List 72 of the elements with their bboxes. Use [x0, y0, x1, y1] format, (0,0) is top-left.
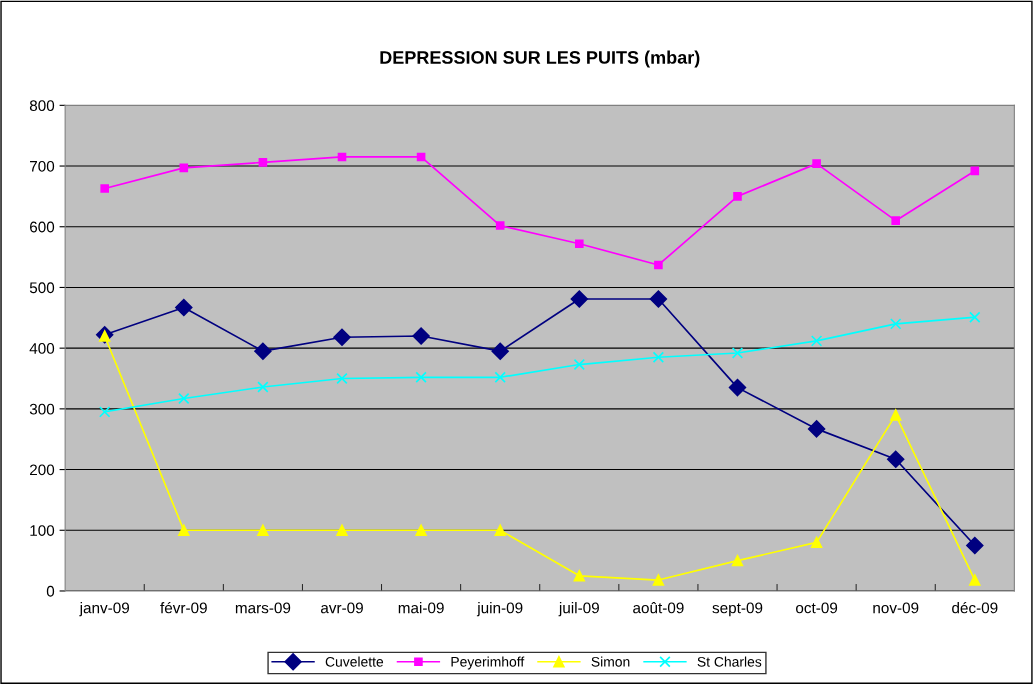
point — [890, 409, 902, 421]
point — [491, 342, 509, 360]
y-tick-label: 400 — [29, 343, 55, 354]
x-tick-label: janv-09 — [79, 602, 130, 617]
point — [810, 536, 823, 549]
x-tick-label: févr-09 — [160, 601, 207, 614]
point — [412, 327, 430, 345]
point — [333, 328, 351, 346]
point — [257, 381, 269, 393]
point — [98, 406, 111, 418]
point — [415, 524, 427, 536]
point — [416, 152, 426, 162]
point — [649, 290, 668, 308]
point — [654, 260, 663, 270]
y-tick-label: 800 — [29, 100, 55, 112]
point — [254, 342, 272, 360]
x-tick-label: août-09 — [633, 602, 684, 614]
point — [415, 371, 427, 383]
y-tick-label: 0 — [46, 585, 55, 597]
point — [178, 392, 190, 405]
point — [731, 554, 744, 567]
point — [573, 358, 585, 371]
point — [812, 159, 821, 168]
y-tick-label: 300 — [29, 403, 55, 415]
point — [733, 192, 742, 201]
point — [891, 216, 901, 225]
x-tick-label: sept-09 — [712, 602, 763, 617]
y-tick-label: 200 — [30, 464, 55, 476]
x-tick-label: oct-09 — [796, 602, 838, 614]
point — [970, 166, 980, 176]
y-tick-label: 700 — [30, 160, 55, 172]
x-tick-label: avr-09 — [320, 602, 363, 614]
point — [336, 524, 348, 536]
point — [494, 371, 506, 383]
legend-label: Peyerimhoff — [451, 656, 525, 670]
y-tick-label: 100 — [30, 525, 55, 536]
point — [495, 221, 505, 230]
point — [652, 574, 665, 586]
point — [178, 524, 190, 536]
point — [175, 298, 193, 317]
point — [731, 347, 744, 359]
point — [807, 420, 826, 438]
y-tick-label: 600 — [30, 221, 55, 233]
point — [494, 524, 506, 536]
x-tick-label: déc-09 — [952, 601, 998, 614]
point — [179, 163, 189, 173]
point — [969, 311, 981, 323]
chart-title: DEPRESSION SUR LES PUITS (mbar) — [380, 50, 700, 68]
y-tick-label: 500 — [29, 282, 55, 294]
x-tick-label: juil-09 — [558, 602, 599, 617]
x-tick-label: juin-09 — [476, 602, 523, 617]
point — [336, 372, 348, 385]
point — [574, 239, 584, 249]
point — [258, 158, 268, 167]
point — [966, 536, 984, 555]
x-tick-label: nov-09 — [873, 602, 919, 614]
point — [100, 184, 109, 193]
point — [887, 450, 905, 468]
point — [728, 378, 747, 397]
x-tick-label: mars-09 — [235, 602, 291, 614]
point — [652, 351, 665, 363]
legend-label: St Charles — [697, 656, 762, 667]
point — [573, 570, 585, 582]
point — [570, 290, 588, 308]
legend-label: Cuvelette — [325, 656, 384, 667]
x-tick-label: mai-09 — [398, 602, 444, 614]
point — [969, 574, 981, 586]
point — [257, 524, 269, 536]
point — [890, 318, 902, 330]
point — [337, 152, 347, 162]
point — [810, 335, 823, 347]
legend-label: Simon — [591, 656, 630, 667]
